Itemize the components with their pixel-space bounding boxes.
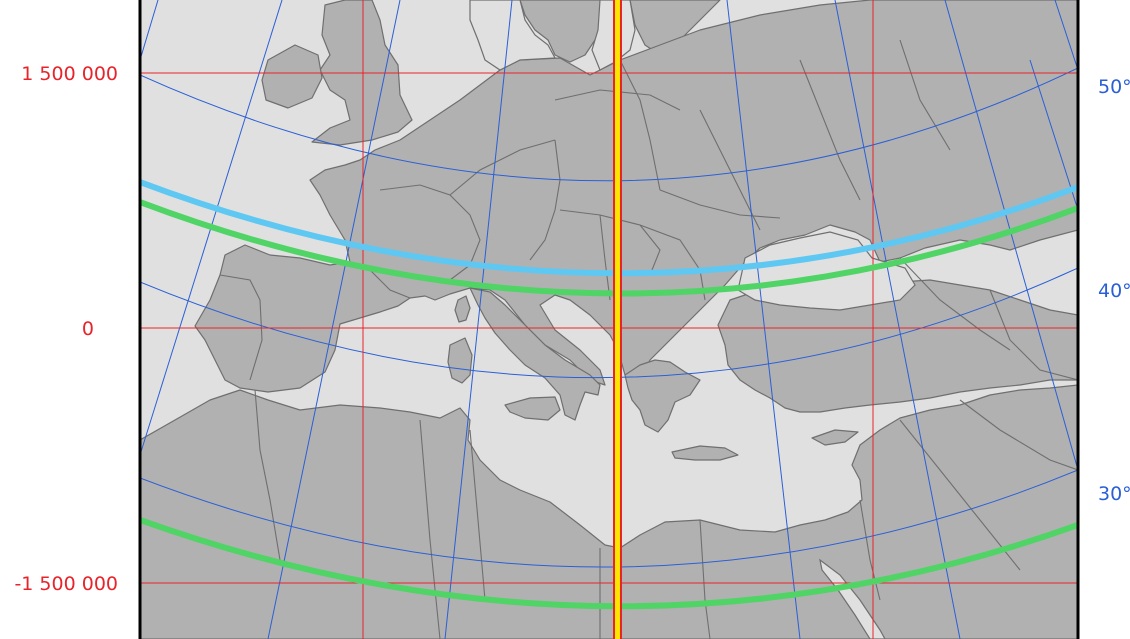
projected-grid — [140, 0, 1078, 639]
land-masses — [140, 0, 1078, 639]
y-label-minus-1500000: -1 500 000 — [14, 573, 118, 595]
y-label-0: 0 — [82, 318, 94, 340]
lat-label-40: 40° — [1098, 280, 1130, 302]
lat-label-50: 50° — [1098, 76, 1130, 98]
central-meridian-inner — [615, 0, 620, 639]
inland-seas — [469, 0, 916, 639]
y-label-1500000: 1 500 000 — [21, 63, 118, 85]
lat-label-30: 30° — [1098, 483, 1130, 505]
